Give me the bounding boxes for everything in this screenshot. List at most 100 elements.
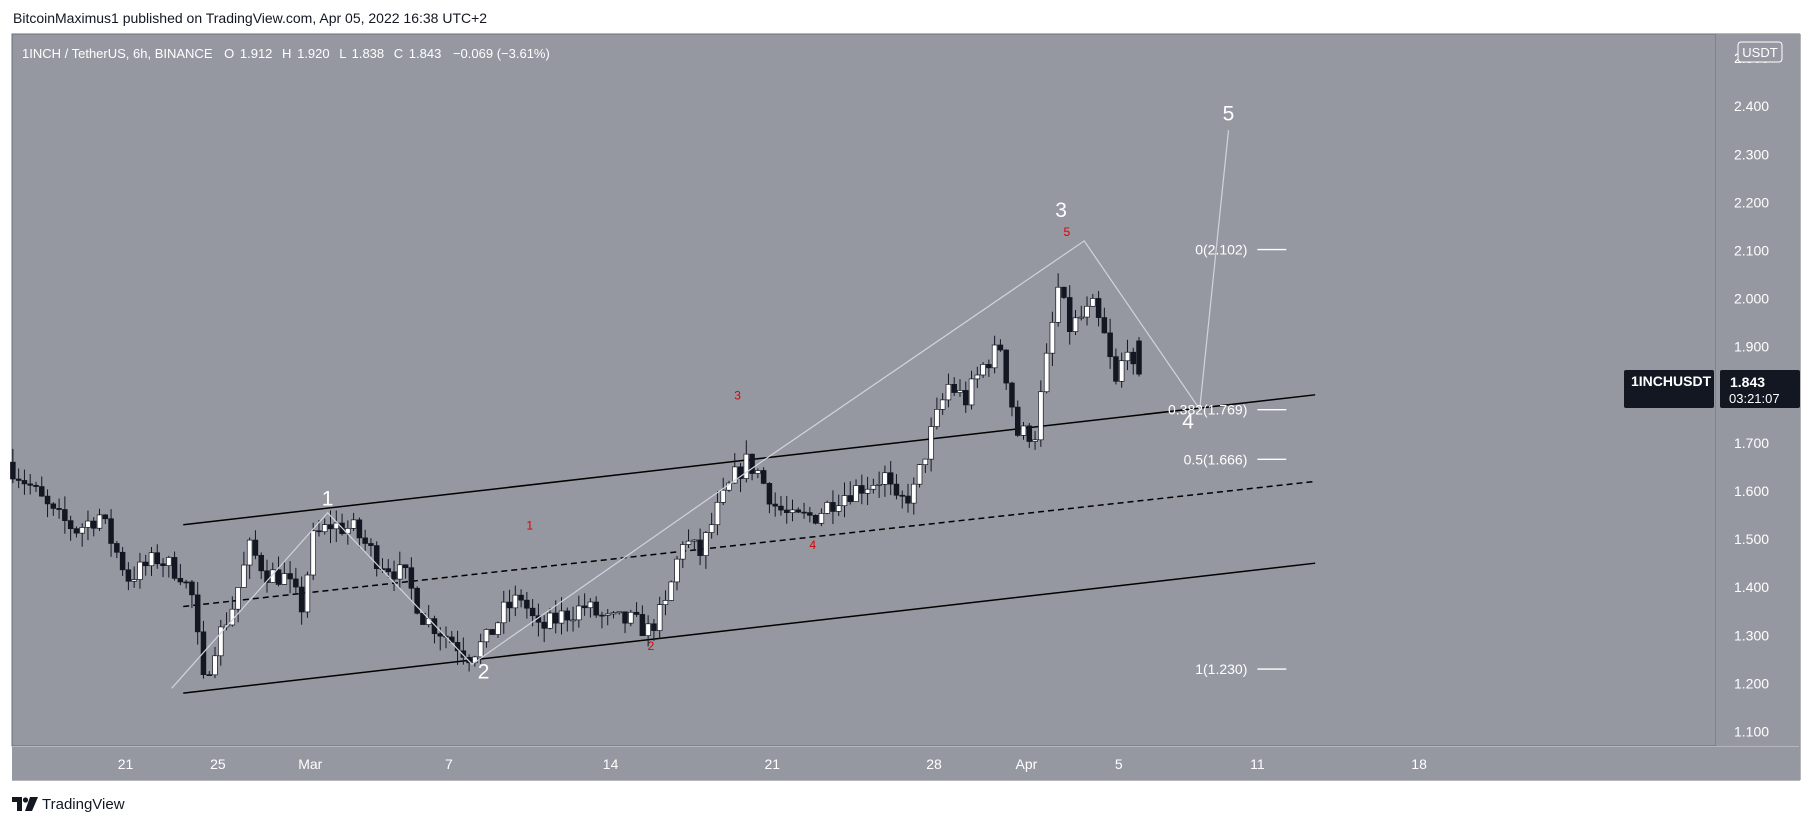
candle[interactable] — [304, 571, 311, 618]
candle[interactable] — [90, 517, 97, 537]
candle[interactable] — [887, 461, 894, 496]
candle[interactable] — [119, 547, 126, 576]
fib-level[interactable]: 0(2.102) — [1195, 242, 1287, 258]
candle[interactable] — [1118, 352, 1125, 388]
candle[interactable] — [1032, 431, 1038, 450]
candle[interactable] — [974, 366, 981, 389]
candle[interactable] — [541, 615, 547, 643]
candle[interactable] — [783, 496, 790, 524]
candle[interactable] — [1043, 343, 1050, 394]
candle[interactable] — [708, 512, 715, 539]
candle[interactable] — [466, 654, 472, 672]
candle[interactable] — [154, 544, 161, 569]
candle[interactable] — [1020, 421, 1027, 440]
candle[interactable] — [96, 508, 103, 532]
candle[interactable] — [1124, 339, 1131, 371]
candle[interactable] — [1078, 305, 1085, 321]
candle[interactable] — [1049, 311, 1056, 367]
candle[interactable] — [680, 541, 686, 569]
candle[interactable] — [21, 469, 28, 495]
candle[interactable] — [241, 551, 247, 588]
candle[interactable] — [171, 551, 178, 581]
candle[interactable] — [1009, 381, 1015, 417]
candle[interactable] — [824, 500, 830, 515]
candle[interactable] — [766, 482, 773, 514]
candle[interactable] — [483, 628, 490, 648]
candle[interactable] — [616, 611, 623, 615]
candle[interactable] — [812, 514, 819, 525]
candle[interactable] — [628, 609, 634, 627]
candle[interactable] — [991, 335, 998, 374]
candle[interactable] — [194, 582, 201, 645]
candle[interactable] — [668, 580, 674, 602]
currency-badge[interactable]: USDT — [1737, 41, 1783, 63]
candle[interactable] — [108, 509, 114, 557]
candle[interactable] — [853, 479, 859, 503]
candle[interactable] — [622, 611, 628, 634]
candle[interactable] — [206, 671, 212, 676]
candle[interactable] — [293, 567, 299, 594]
candle[interactable] — [547, 607, 553, 630]
candle[interactable] — [893, 474, 900, 500]
candle[interactable] — [835, 494, 842, 517]
candle[interactable] — [645, 615, 651, 647]
candle[interactable] — [968, 370, 975, 410]
candle[interactable] — [980, 362, 986, 379]
candle[interactable] — [674, 555, 680, 591]
candle[interactable] — [373, 541, 380, 577]
candle[interactable] — [10, 448, 16, 484]
candle[interactable] — [685, 529, 692, 548]
candle[interactable] — [431, 615, 438, 644]
candle[interactable] — [356, 517, 363, 548]
candle[interactable] — [737, 463, 744, 493]
candle[interactable] — [524, 591, 530, 619]
candle[interactable] — [922, 458, 929, 474]
candle[interactable] — [870, 478, 877, 494]
fib-level[interactable]: 1(1.230) — [1195, 661, 1287, 677]
candle[interactable] — [841, 482, 848, 518]
candle[interactable] — [270, 562, 276, 583]
candle[interactable] — [807, 506, 813, 523]
candle[interactable] — [795, 507, 802, 514]
candle[interactable] — [604, 609, 611, 626]
candle[interactable] — [1107, 318, 1113, 369]
candle[interactable] — [142, 554, 149, 576]
candle[interactable] — [85, 510, 91, 541]
candle[interactable] — [27, 474, 33, 495]
candle[interactable] — [287, 561, 293, 594]
candle[interactable] — [39, 476, 45, 497]
candle[interactable] — [333, 510, 340, 543]
candle[interactable] — [264, 559, 270, 593]
candle[interactable] — [651, 619, 657, 641]
candle[interactable] — [73, 526, 80, 538]
candle[interactable] — [67, 515, 74, 541]
candle[interactable] — [350, 512, 357, 532]
candle[interactable] — [939, 393, 946, 415]
candle[interactable] — [281, 560, 288, 585]
candle[interactable] — [749, 453, 755, 481]
candle[interactable] — [1066, 285, 1073, 345]
candle[interactable] — [183, 579, 189, 589]
candle[interactable] — [714, 490, 721, 536]
candle[interactable] — [402, 564, 409, 579]
candle[interactable] — [166, 555, 172, 578]
candle[interactable] — [391, 560, 397, 591]
candle[interactable] — [362, 529, 368, 551]
candle[interactable] — [899, 490, 905, 509]
candle[interactable] — [414, 586, 420, 615]
candle[interactable] — [859, 474, 865, 505]
candle[interactable] — [310, 522, 316, 581]
candle[interactable] — [656, 596, 663, 640]
candle[interactable] — [131, 566, 137, 588]
candle[interactable] — [235, 587, 241, 623]
price-chart[interactable]: 0(2.102) 0.382(1.769) 0.5(1.666) 1(1.230) 1… — [0, 0, 1813, 790]
candle[interactable] — [732, 453, 738, 484]
candle[interactable] — [518, 589, 524, 608]
candle[interactable] — [1113, 348, 1119, 385]
candle[interactable] — [882, 465, 888, 497]
candle[interactable] — [587, 598, 594, 618]
candle[interactable] — [1084, 296, 1090, 326]
candle[interactable] — [79, 523, 85, 547]
candle[interactable] — [558, 597, 565, 635]
candle[interactable] — [1101, 307, 1108, 334]
